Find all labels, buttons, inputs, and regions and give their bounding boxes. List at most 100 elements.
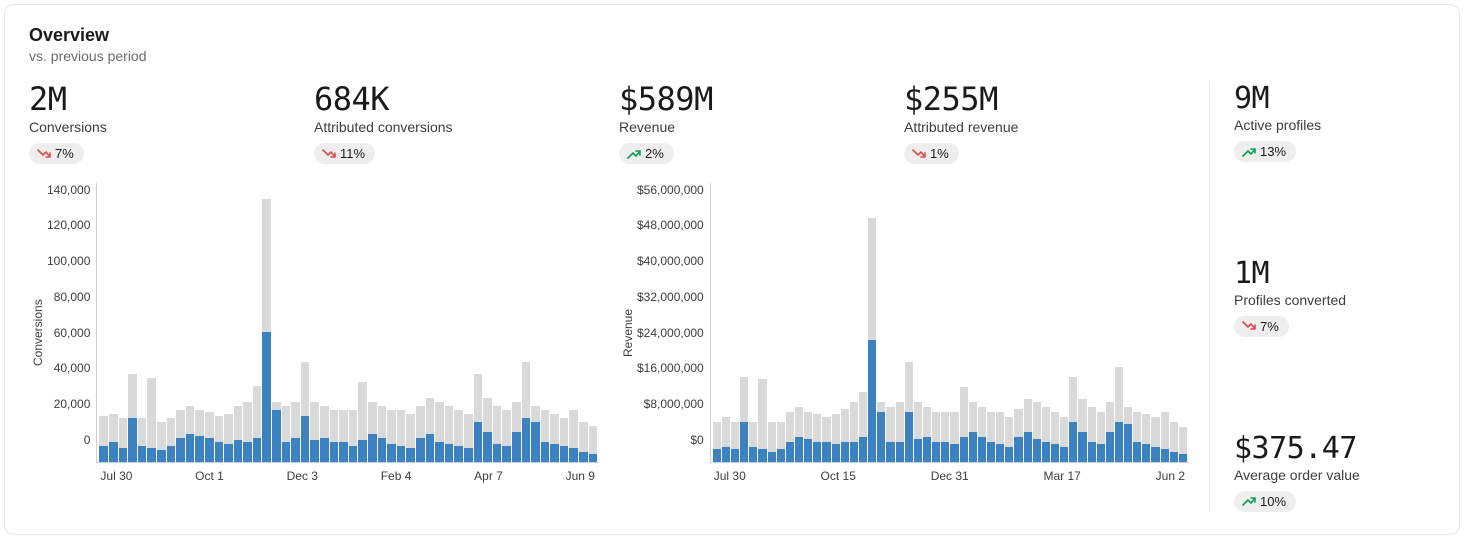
bar[interactable] [445, 183, 454, 462]
bar[interactable] [358, 183, 367, 462]
bar[interactable] [868, 183, 876, 462]
bar[interactable] [301, 183, 310, 462]
bar[interactable] [502, 183, 511, 462]
bar[interactable] [914, 183, 922, 462]
bar[interactable] [474, 183, 483, 462]
bar[interactable] [215, 183, 224, 462]
bar[interactable] [813, 183, 821, 462]
bar[interactable] [932, 183, 940, 462]
bar[interactable] [406, 183, 415, 462]
bar[interactable] [1033, 183, 1041, 462]
bar[interactable] [176, 183, 185, 462]
bar[interactable] [768, 183, 776, 462]
bar[interactable] [960, 183, 968, 462]
metric-aov[interactable]: $375.47 Average order value 10% [1234, 432, 1419, 513]
bar[interactable] [310, 183, 319, 462]
bar[interactable] [416, 183, 425, 462]
bar[interactable] [435, 183, 444, 462]
bar[interactable] [234, 183, 243, 462]
bar[interactable] [483, 183, 492, 462]
bar[interactable] [1124, 183, 1132, 462]
bar[interactable] [195, 183, 204, 462]
bar[interactable] [996, 183, 1004, 462]
bar[interactable] [397, 183, 406, 462]
bar[interactable] [282, 183, 291, 462]
bar[interactable] [1014, 183, 1022, 462]
metric-conversions[interactable]: 2M Conversions 7% [29, 82, 314, 165]
bar[interactable] [804, 183, 812, 462]
bar[interactable] [243, 183, 252, 462]
bar[interactable] [368, 183, 377, 462]
bar[interactable] [109, 183, 118, 462]
bar[interactable] [579, 183, 588, 462]
bar[interactable] [877, 183, 885, 462]
bar[interactable] [841, 183, 849, 462]
bar[interactable] [272, 183, 281, 462]
bar[interactable] [339, 183, 348, 462]
bar[interactable] [1078, 183, 1086, 462]
bar[interactable] [749, 183, 757, 462]
bar[interactable] [1097, 183, 1105, 462]
bar[interactable] [786, 183, 794, 462]
bar[interactable] [1069, 183, 1077, 462]
bar[interactable] [1005, 183, 1013, 462]
metric-profiles-converted[interactable]: 1M Profiles converted 7% [1234, 257, 1419, 338]
bar[interactable] [859, 183, 867, 462]
bar[interactable] [950, 183, 958, 462]
bar[interactable] [589, 183, 598, 462]
bar[interactable] [560, 183, 569, 462]
bar[interactable] [512, 183, 521, 462]
bar[interactable] [1151, 183, 1159, 462]
bar[interactable] [157, 183, 166, 462]
bar[interactable] [722, 183, 730, 462]
bar[interactable] [1161, 183, 1169, 462]
bar[interactable] [1060, 183, 1068, 462]
bar[interactable] [569, 183, 578, 462]
bar[interactable] [320, 183, 329, 462]
bar[interactable] [550, 183, 559, 462]
metric-attributed-revenue[interactable]: $255M Attributed revenue 1% [904, 82, 1189, 165]
bar[interactable] [531, 183, 540, 462]
bar[interactable] [128, 183, 137, 462]
bar[interactable] [493, 183, 502, 462]
bar[interactable] [205, 183, 214, 462]
bar[interactable] [522, 183, 531, 462]
bar[interactable] [795, 183, 803, 462]
bar[interactable] [1115, 183, 1123, 462]
chart-plot[interactable] [710, 183, 1189, 463]
bar[interactable] [1170, 183, 1178, 462]
bar[interactable] [1133, 183, 1141, 462]
bar[interactable] [167, 183, 176, 462]
bar[interactable] [1051, 183, 1059, 462]
bar[interactable] [740, 183, 748, 462]
bar[interactable] [822, 183, 830, 462]
chart-plot[interactable] [96, 183, 599, 463]
bar[interactable] [99, 183, 108, 462]
bar[interactable] [1142, 183, 1150, 462]
bar[interactable] [896, 183, 904, 462]
bar[interactable] [978, 183, 986, 462]
bar[interactable] [1088, 183, 1096, 462]
bar[interactable] [387, 183, 396, 462]
bar[interactable] [119, 183, 128, 462]
bar[interactable] [330, 183, 339, 462]
bar[interactable] [777, 183, 785, 462]
bar[interactable] [378, 183, 387, 462]
bar[interactable] [886, 183, 894, 462]
bar[interactable] [850, 183, 858, 462]
bar[interactable] [987, 183, 995, 462]
bar[interactable] [713, 183, 721, 462]
bar[interactable] [262, 183, 271, 462]
bar[interactable] [923, 183, 931, 462]
bar[interactable] [147, 183, 156, 462]
bar[interactable] [731, 183, 739, 462]
bar[interactable] [941, 183, 949, 462]
bar[interactable] [454, 183, 463, 462]
metric-active-profiles[interactable]: 9M Active profiles 13% [1234, 82, 1419, 163]
bar[interactable] [291, 183, 300, 462]
metric-attributed-conversions[interactable]: 684K Attributed conversions 11% [314, 82, 599, 165]
bar[interactable] [1179, 183, 1187, 462]
bar[interactable] [426, 183, 435, 462]
bar[interactable] [138, 183, 147, 462]
bar[interactable] [1106, 183, 1114, 462]
